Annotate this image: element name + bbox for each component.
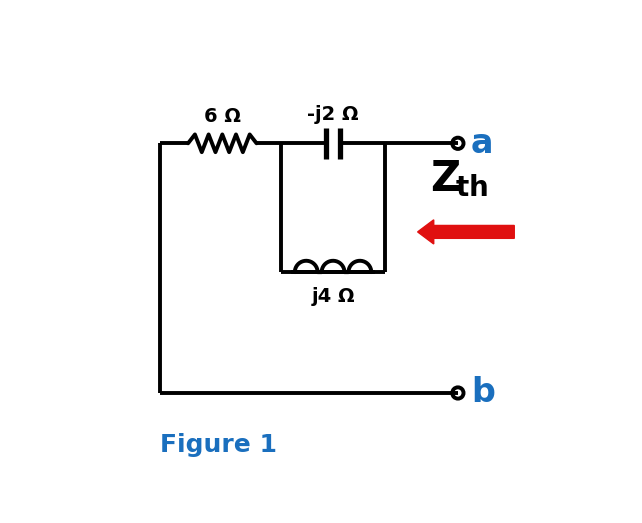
FancyArrow shape (418, 220, 514, 244)
Text: $\mathbf{Z}$: $\mathbf{Z}$ (429, 157, 460, 200)
Text: j4 Ω: j4 Ω (311, 288, 355, 306)
Text: -j2 Ω: -j2 Ω (308, 105, 359, 124)
Text: b: b (471, 377, 494, 410)
Text: Figure 1: Figure 1 (160, 433, 277, 457)
Text: $\mathbf{th}$: $\mathbf{th}$ (455, 174, 487, 202)
Text: 6 Ω: 6 Ω (204, 107, 241, 127)
Text: a: a (471, 127, 493, 160)
